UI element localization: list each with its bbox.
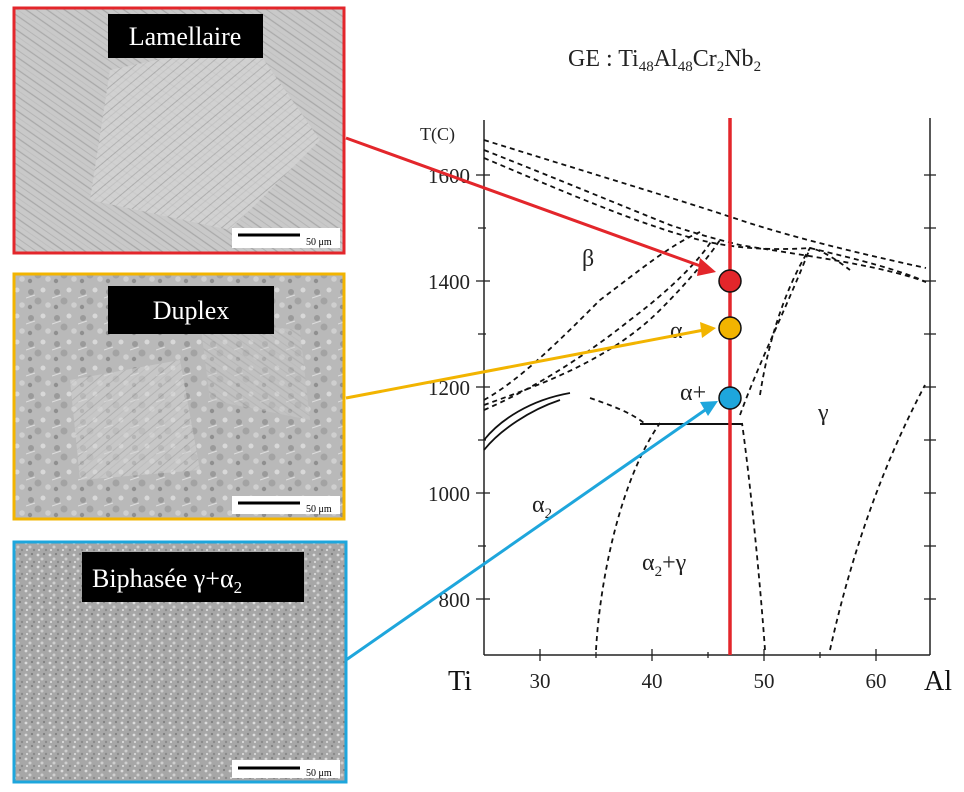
scale-bar-text: 50 μm bbox=[306, 504, 332, 515]
phase-gamma-label: γ bbox=[817, 400, 829, 426]
arrow-duplex-head bbox=[700, 322, 716, 338]
micrograph-lamellar-label-box bbox=[108, 14, 263, 58]
scale-bar-text: 50 μm bbox=[306, 768, 332, 779]
alloy-title: GE : Ti48Al48Cr2Nb2 bbox=[568, 46, 761, 75]
arrow-lamellar bbox=[345, 136, 707, 270]
arrow-lamellar-head bbox=[697, 258, 716, 276]
y-tick-label: 1000 bbox=[428, 482, 470, 506]
scale-bar-box bbox=[232, 496, 340, 514]
micrograph-duplex-border bbox=[12, 272, 346, 521]
phase-alpha-gamma-label: α+ bbox=[680, 380, 706, 406]
y-ticks bbox=[476, 174, 936, 600]
x-left-label: Ti bbox=[448, 666, 472, 697]
x-tick-label: 60 bbox=[866, 669, 887, 693]
arrow-biphase bbox=[345, 406, 709, 662]
micrograph-biphase-label-box bbox=[82, 552, 304, 602]
micrograph-biphase-label: Biphasée γ+α2 bbox=[92, 564, 242, 597]
arrow-duplex bbox=[345, 328, 705, 400]
y-tick-label: 1400 bbox=[428, 270, 470, 294]
scale-bar-text: 50 μm bbox=[306, 237, 332, 248]
x-tick-label: 50 bbox=[754, 669, 775, 693]
y-axis-label: T(C) bbox=[420, 124, 455, 145]
micrograph-duplex-label-box bbox=[108, 286, 274, 334]
micrograph-lamellar: Lamellaire 50 μm bbox=[12, 6, 346, 255]
x-tick-label: 30 bbox=[530, 669, 551, 693]
x-tick-label: 40 bbox=[642, 669, 663, 693]
micrograph-biphase: Biphasée γ+α2 50 μm bbox=[12, 540, 348, 784]
phase-diagram: T(C) 1600 1400 1200 1000 800 30 40 50 60… bbox=[420, 118, 952, 697]
micrograph-duplex-label: Duplex bbox=[153, 296, 230, 325]
micrograph-duplex: Duplex 50 μm bbox=[12, 272, 346, 521]
phase-alpha2-label: α2 bbox=[532, 492, 552, 522]
phase-alpha-label: α bbox=[670, 318, 683, 344]
scale-bar-box bbox=[232, 228, 340, 248]
arrows bbox=[345, 136, 718, 662]
x-right-label: Al bbox=[924, 666, 952, 697]
micrograph-lamellar-border bbox=[12, 6, 346, 255]
biphase-point bbox=[718, 386, 742, 410]
micrograph-lamellar-label: Lamellaire bbox=[129, 22, 242, 51]
phase-alpha2-gamma-label: α2+γ bbox=[642, 550, 687, 580]
phase-beta-label: β bbox=[582, 246, 594, 272]
arrow-biphase-head bbox=[700, 401, 718, 416]
lamellar-point bbox=[718, 269, 742, 293]
micrograph-biphase-border bbox=[12, 540, 348, 784]
x-ticks bbox=[539, 649, 877, 661]
duplex-point bbox=[718, 316, 742, 340]
